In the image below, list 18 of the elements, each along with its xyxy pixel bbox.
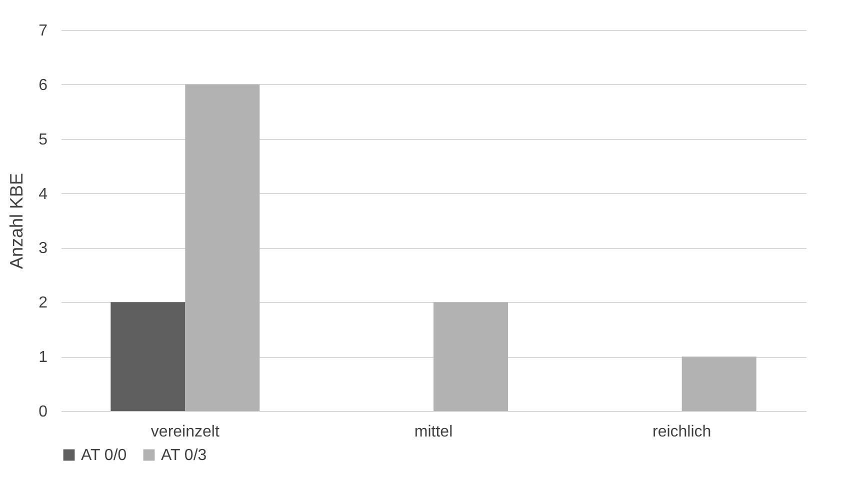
bar	[682, 356, 756, 411]
y-tick-label: 0	[38, 404, 48, 420]
y-tick-label: 5	[38, 131, 48, 148]
x-tick-label: vereinzelt	[150, 424, 220, 440]
legend-label: AT 0/0	[81, 447, 127, 464]
bar	[434, 302, 508, 411]
y-axis-title: Anzahl KBE	[6, 172, 27, 270]
y-tick-label: 3	[38, 240, 48, 258]
y-tick-label: 4	[38, 186, 48, 203]
bar	[110, 302, 186, 411]
y-tick-label: 1	[38, 349, 48, 366]
x-tick-label: reichlich	[652, 424, 712, 440]
y-tick-label: 6	[38, 76, 48, 94]
y-tick-label: 2	[38, 294, 48, 312]
x-tick-label: mittel	[414, 424, 453, 440]
y-tick-label: 7	[38, 22, 48, 40]
bar	[185, 84, 260, 411]
legend-label: AT 0/3	[161, 447, 207, 464]
